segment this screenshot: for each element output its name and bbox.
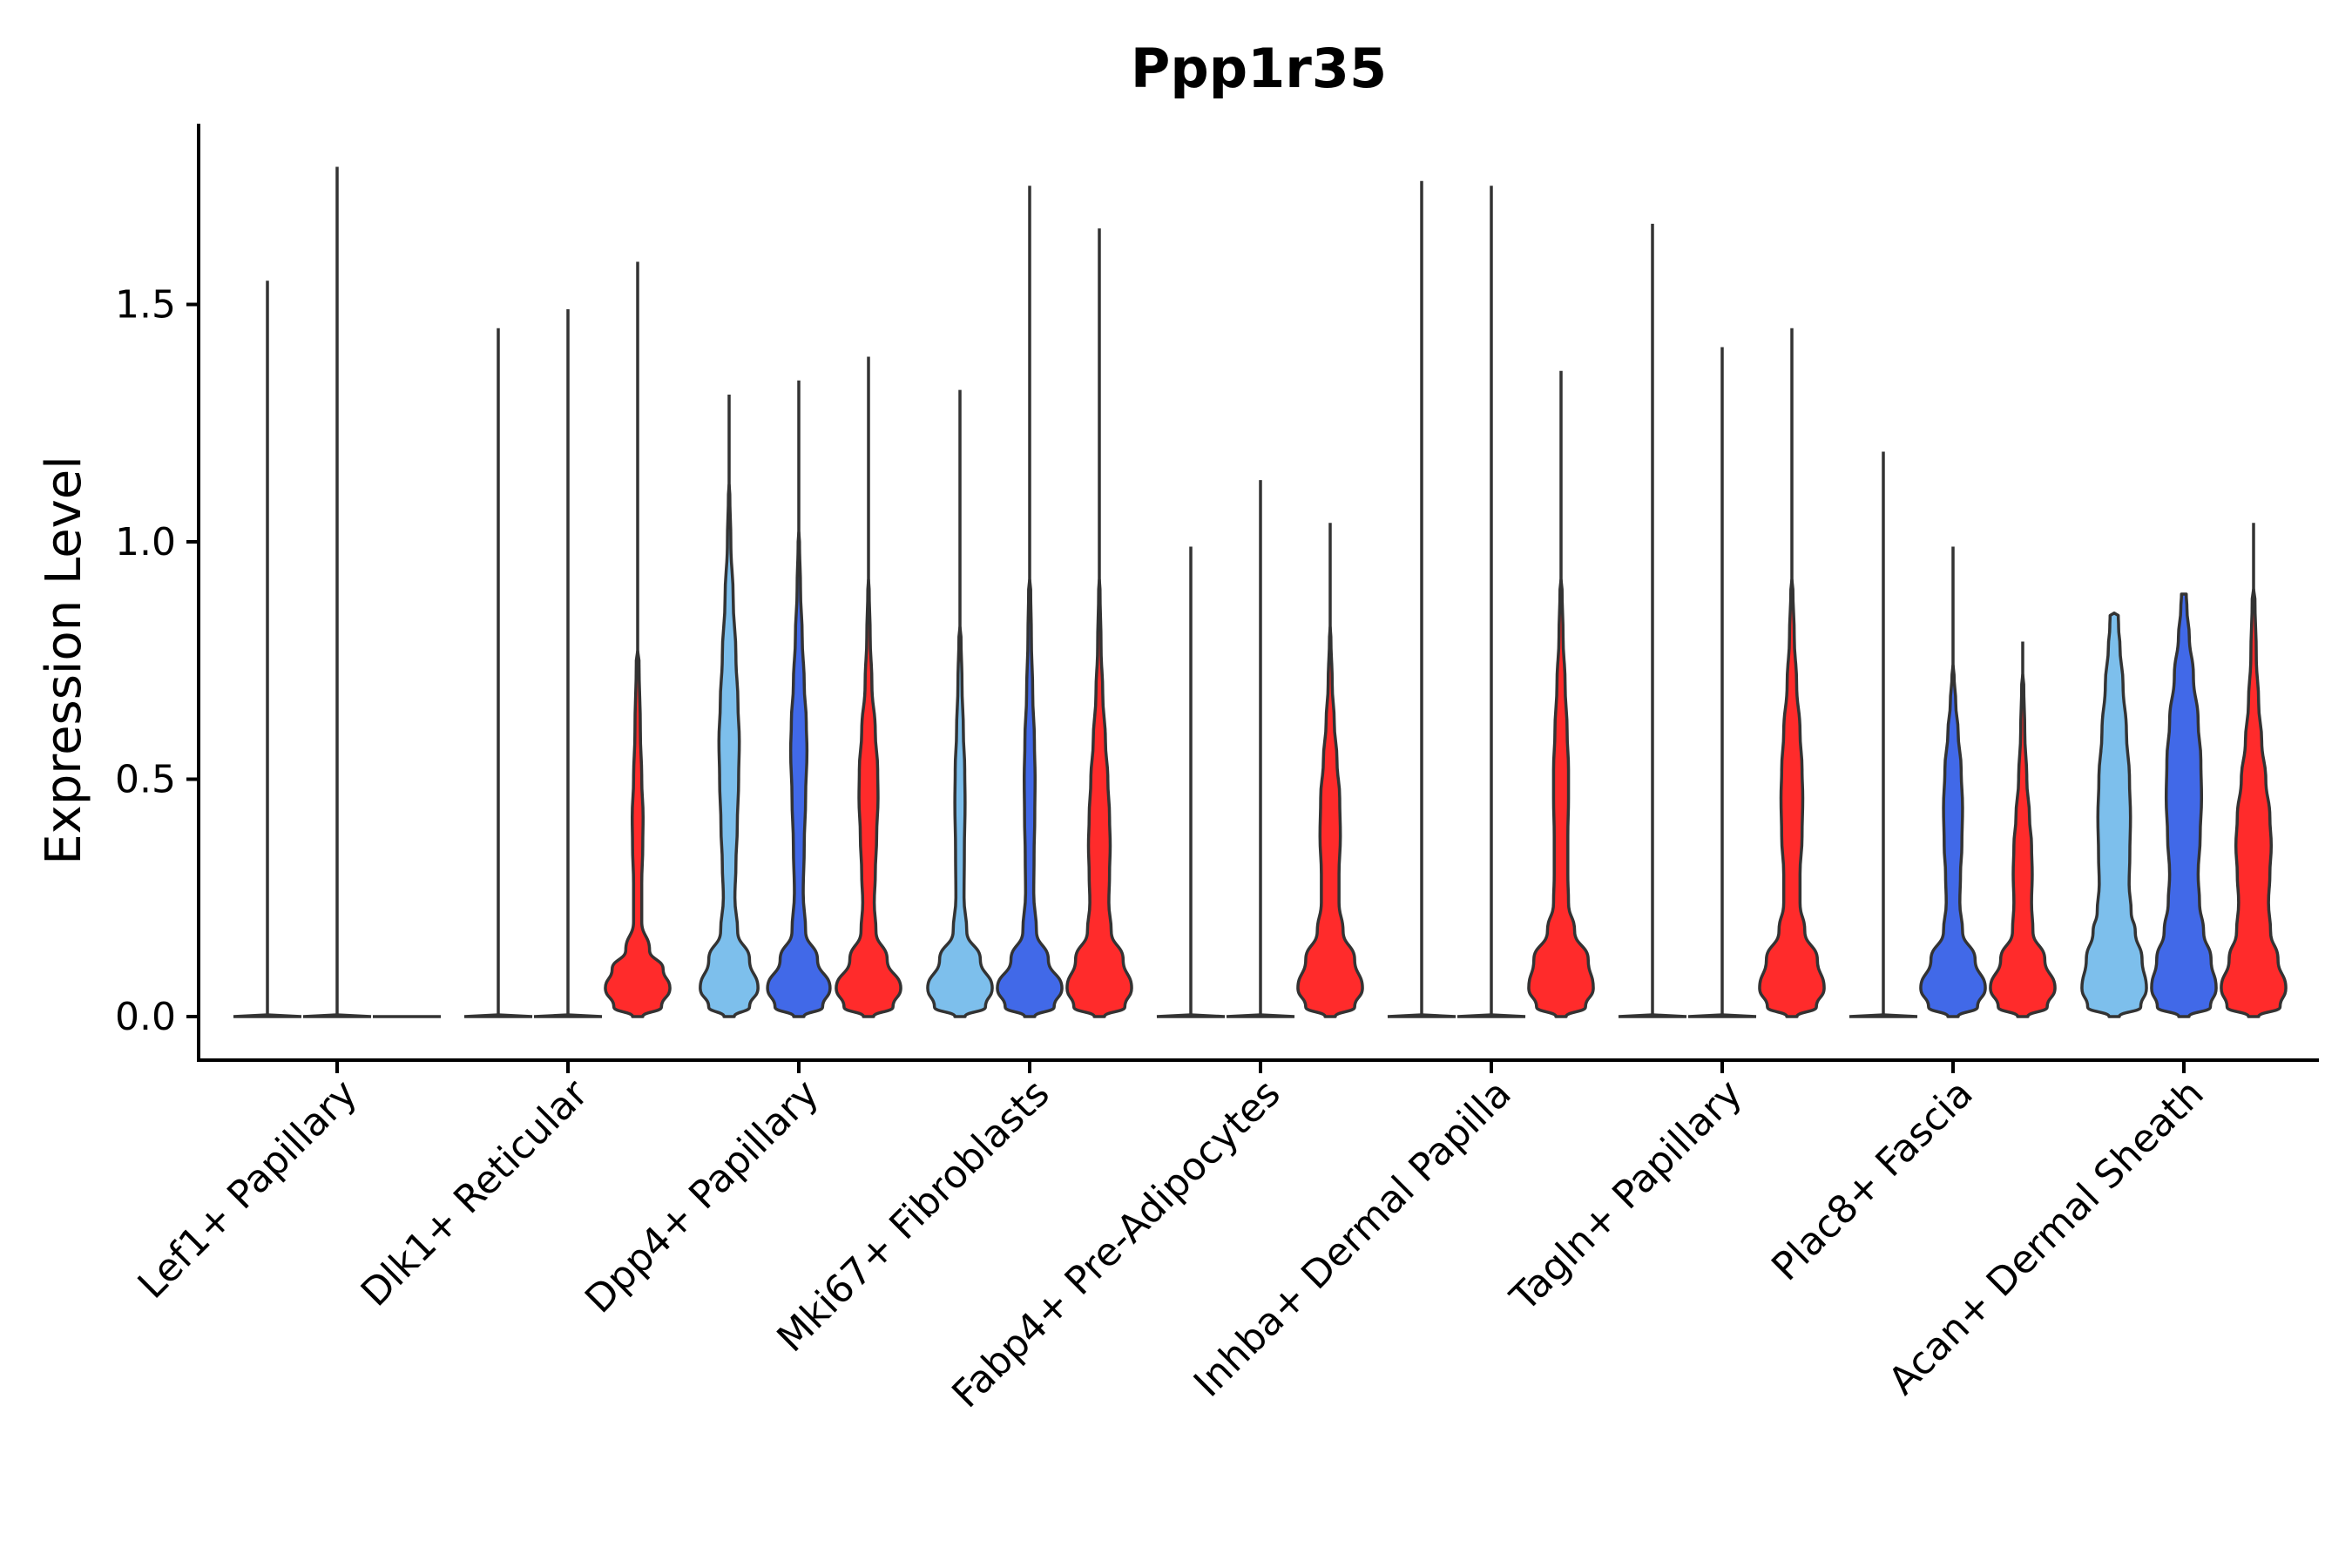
violin-2-9: [2150, 592, 2218, 1018]
violin-1-6: [1387, 180, 1456, 1018]
violin-1-2: [463, 328, 533, 1018]
violin-1-7: [1618, 223, 1687, 1018]
violin-1-1: [233, 280, 302, 1018]
x-tick-label: Dpp4+ Papillary: [577, 1071, 828, 1322]
violin-1-3: [699, 395, 760, 1018]
violin-body: [604, 649, 672, 1018]
x-tick-label: Plac8+ Fascia: [1763, 1071, 1982, 1290]
violin-2-5: [1226, 480, 1295, 1018]
violin-body: [1226, 1013, 1295, 1018]
violin-body: [463, 1013, 533, 1018]
violin-body: [302, 1013, 372, 1018]
violin-3-3: [835, 356, 902, 1018]
violin-body: [1065, 578, 1133, 1018]
violin-1-4: [926, 389, 994, 1018]
violin-3-5: [1296, 523, 1364, 1018]
violin-body: [2220, 587, 2288, 1018]
violin-2-4: [996, 186, 1064, 1018]
violin-body: [233, 1013, 302, 1018]
violin-body: [699, 483, 760, 1018]
violin-3-7: [1758, 328, 1826, 1018]
violin-2-2: [533, 308, 603, 1018]
x-tick-label: Dlk1+ Reticular: [353, 1071, 598, 1315]
violin-body: [1848, 1013, 1918, 1018]
x-tick-label: Lef1+ Papillary: [130, 1071, 366, 1308]
violin-body: [766, 531, 832, 1018]
violin-2-3: [766, 380, 832, 1018]
violin-2-1: [302, 166, 372, 1018]
y-tick-label: 0.0: [115, 995, 176, 1039]
violin-2-6: [1456, 186, 1526, 1018]
violin-body: [1687, 1013, 1757, 1018]
y-tick-label: 1.5: [115, 283, 176, 328]
violin-body: [1156, 1013, 1226, 1018]
violin-layer: [233, 166, 2288, 1018]
y-tick-label: 0.5: [115, 758, 176, 802]
violin-2-8: [1919, 546, 1987, 1018]
violin-body: [1296, 625, 1364, 1018]
violin-body: [1758, 578, 1826, 1018]
violin-3-4: [1065, 228, 1133, 1018]
violin-2-7: [1687, 347, 1757, 1018]
violin-3-2: [604, 261, 672, 1018]
violin-3-9: [2220, 523, 2288, 1018]
violin-body: [996, 578, 1064, 1018]
violin-1-5: [1156, 546, 1226, 1018]
violin-body: [926, 625, 994, 1018]
y-axis-ticks: 0.0 0.5 1.0 1.5: [115, 283, 199, 1039]
violin-body: [1456, 1013, 1526, 1018]
y-tick-label: 1.0: [115, 520, 176, 564]
violin-body: [533, 1013, 603, 1018]
violin-1-8: [1848, 451, 1918, 1018]
violin-body: [1919, 663, 1987, 1018]
violin-body: [1989, 672, 2057, 1018]
violin-body: [1387, 1013, 1456, 1018]
violin-3-8: [1989, 641, 2057, 1018]
violin-3-6: [1527, 370, 1595, 1018]
violin-body: [1618, 1013, 1687, 1018]
violin-body: [2150, 592, 2218, 1018]
x-tick-label: Tagln+ Papillary: [1502, 1071, 1751, 1321]
chart-title: Ppp1r35: [1131, 37, 1387, 100]
violin-1-9: [2080, 612, 2148, 1018]
violin-body: [835, 578, 902, 1018]
violin-body: [2080, 612, 2148, 1018]
violin-body: [1527, 578, 1595, 1018]
y-axis-label: Expression Level: [36, 456, 92, 865]
